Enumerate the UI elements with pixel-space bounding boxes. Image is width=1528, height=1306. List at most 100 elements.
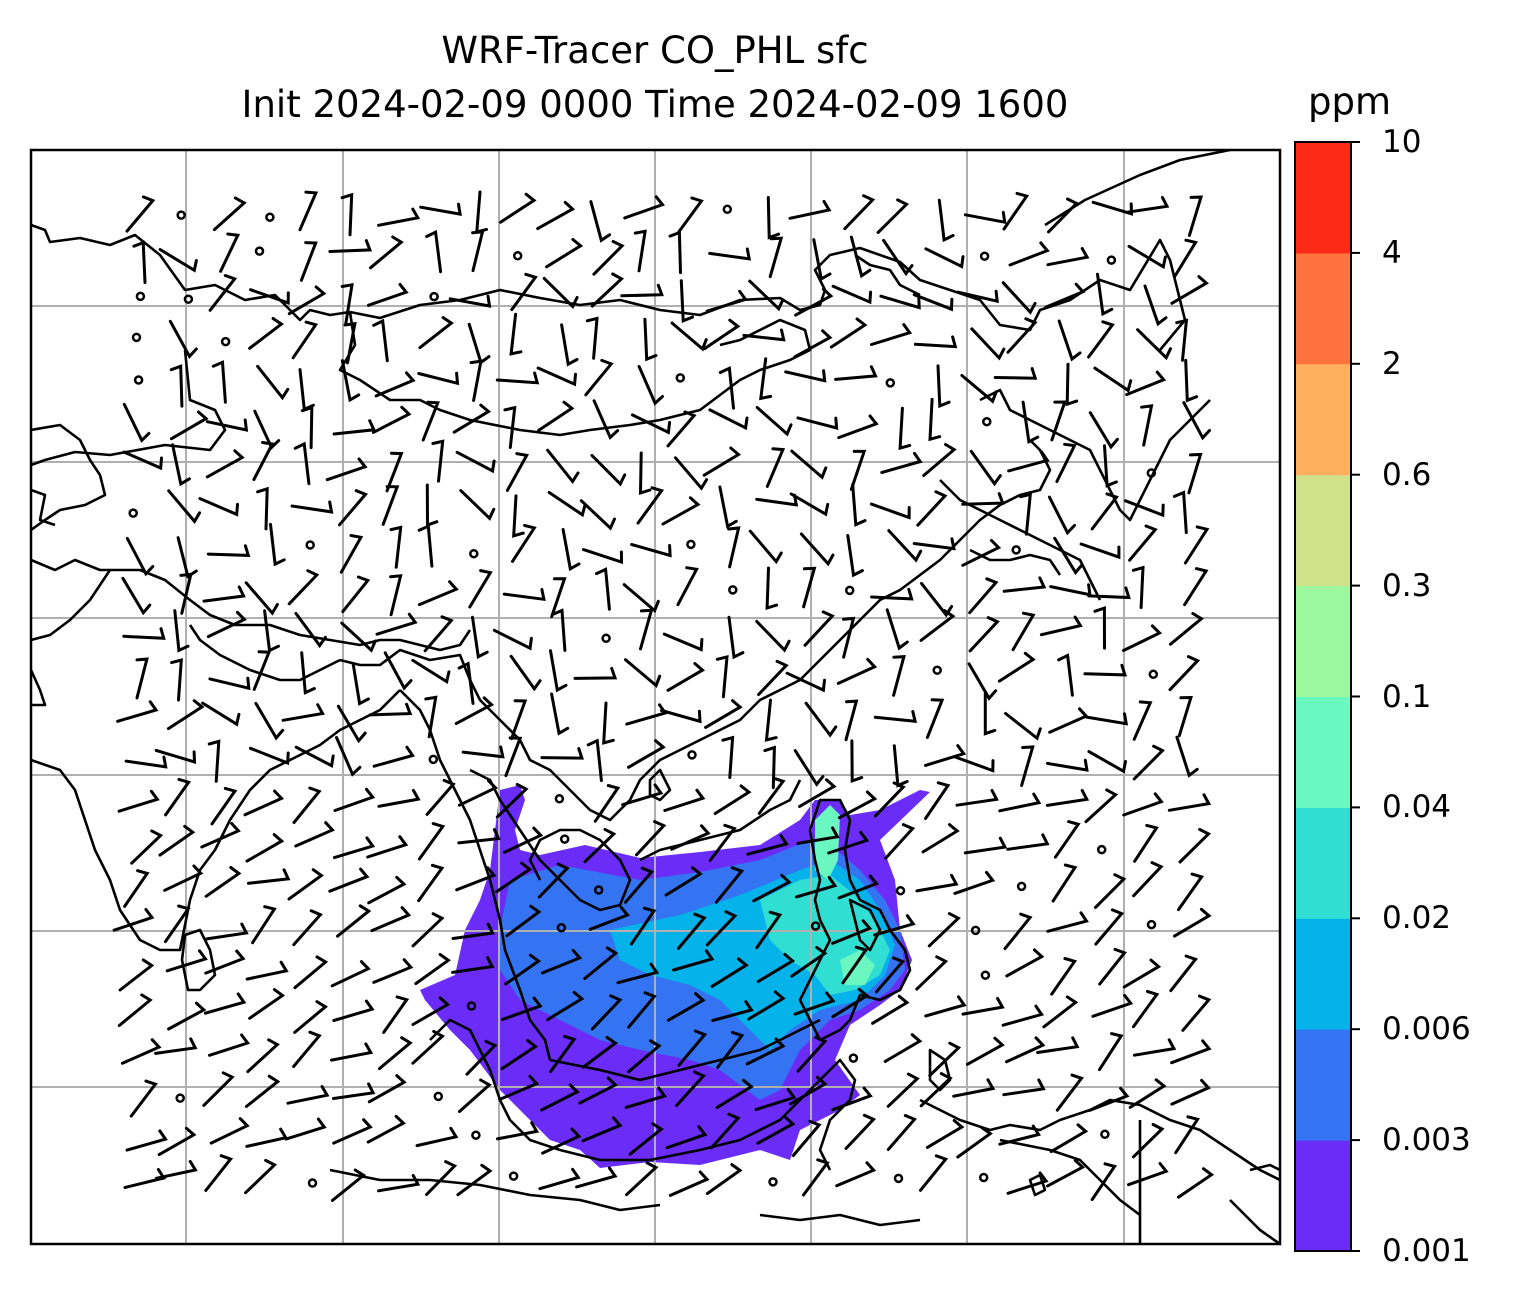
wind-barb <box>389 574 403 617</box>
wind-barb <box>1122 624 1163 652</box>
wind-barb <box>298 368 315 412</box>
wind-barb <box>200 822 241 849</box>
wind-barb <box>661 496 701 526</box>
wind-barb <box>952 1078 996 1098</box>
wind-barb <box>1125 195 1170 214</box>
wind-barb <box>1087 586 1131 600</box>
wind-barb <box>1036 1036 1080 1054</box>
wind-barb <box>763 745 776 790</box>
wind-barb <box>924 781 951 820</box>
wind-barb <box>595 567 611 611</box>
wind-barb <box>630 543 672 558</box>
wind-barb <box>757 776 786 815</box>
wind-barb <box>209 1117 250 1145</box>
wind-barb <box>788 1075 828 1106</box>
wind-barb <box>928 1041 962 1077</box>
wind-barb <box>130 829 164 865</box>
wind-barb <box>198 497 239 517</box>
wind-barb <box>798 778 837 808</box>
wind-barb <box>122 402 151 443</box>
wind-barb <box>509 312 523 356</box>
wind-barb <box>284 1117 327 1141</box>
wind-barb <box>332 999 375 1022</box>
wind-barb <box>205 449 245 479</box>
wind-barb <box>431 439 445 483</box>
wind-barb <box>167 489 202 524</box>
wind-barb <box>765 566 779 611</box>
wind-barb <box>1003 912 1033 951</box>
wind-barb <box>203 992 247 1015</box>
wind-barbs <box>112 190 1215 1202</box>
colorbar-tick-label: 0.006 <box>1382 1011 1471 1048</box>
wind-barb <box>294 821 335 848</box>
wind-barb <box>666 410 697 448</box>
colorbar-tick-label: 0.003 <box>1382 1122 1471 1159</box>
wind-barb <box>325 457 368 482</box>
colorbar-tick-label: 0.6 <box>1382 456 1432 493</box>
wind-barb <box>677 1029 708 1067</box>
wind-barb <box>207 739 221 783</box>
map-frame <box>29 148 1282 1246</box>
wind-barb <box>124 755 168 769</box>
wind-barb <box>169 364 184 408</box>
wind-barb <box>411 996 451 1026</box>
wind-barb <box>219 232 241 273</box>
wind-barb <box>330 1168 367 1202</box>
wind-barb <box>116 700 159 723</box>
wind-barb <box>1042 995 1079 1029</box>
wind-barb <box>300 405 314 450</box>
wind-barb <box>846 534 864 578</box>
wind-barb <box>727 526 741 569</box>
wind-barb <box>465 1039 498 1076</box>
wind-barb-calm <box>768 1177 778 1187</box>
wind-barb <box>573 666 618 680</box>
wind-barb <box>251 905 277 945</box>
wind-barb <box>171 443 191 487</box>
wind-barb <box>869 502 911 520</box>
colorbar-tick-label: 10 <box>1382 124 1422 160</box>
wind-barb <box>495 1121 540 1141</box>
wind-barb <box>796 416 839 430</box>
wind-barb <box>1181 994 1212 1032</box>
wind-barb <box>1128 524 1158 562</box>
wind-barb <box>662 632 704 652</box>
wind-barb-calm <box>559 834 570 844</box>
wind-barb <box>256 364 290 401</box>
wind-barb <box>748 529 783 565</box>
wind-barb <box>383 651 413 691</box>
wind-barb <box>332 1118 373 1145</box>
wind-barb <box>1006 833 1050 851</box>
wind-barb <box>248 988 286 1020</box>
wind-barb <box>785 671 826 693</box>
wind-barb <box>374 371 416 398</box>
wind-barb <box>997 651 1036 683</box>
wind-barb <box>755 406 793 437</box>
wind-barb <box>244 581 279 616</box>
wind-barb <box>298 190 319 232</box>
wind-barb-calm <box>601 633 611 644</box>
wind-barb <box>366 835 409 859</box>
wind-barb <box>674 456 709 491</box>
wind-barb <box>919 1154 949 1192</box>
wind-barb <box>1182 401 1211 441</box>
wind-barb <box>1131 989 1160 1029</box>
wind-barb <box>1005 948 1045 978</box>
colorbar-band <box>1295 252 1351 365</box>
wind-barb <box>540 1083 580 1112</box>
wind-barb <box>965 1036 1005 1066</box>
wind-barb <box>1170 1078 1211 1106</box>
wind-barb <box>1008 241 1050 267</box>
wind-barb-calm <box>175 1093 185 1103</box>
wind-barb <box>953 755 995 773</box>
wind-barb <box>561 528 581 572</box>
wind-barb <box>788 199 832 220</box>
wind-barb <box>208 676 251 691</box>
wind-barb-calm <box>1011 545 1021 555</box>
wind-barb <box>510 699 528 741</box>
wind-barb <box>455 866 497 892</box>
wind-barb <box>880 451 923 474</box>
wind-barb <box>802 1158 830 1197</box>
wind-barb <box>421 400 440 442</box>
wind-barb <box>676 912 707 950</box>
